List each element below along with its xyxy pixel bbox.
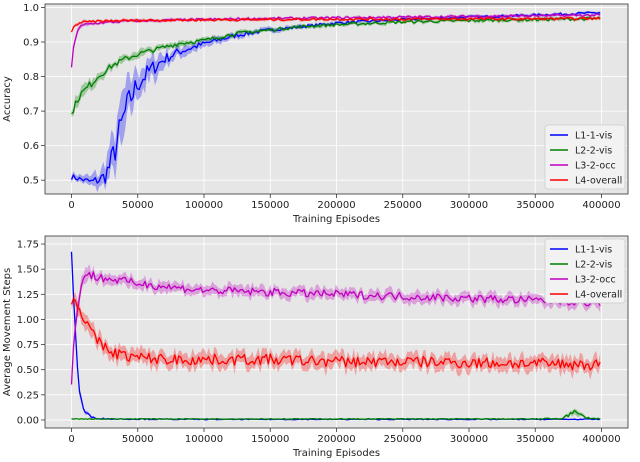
movement-x-tick-label: 50000 xyxy=(122,434,154,445)
band-L2-2-vis xyxy=(71,15,601,117)
movement-y-tick-label: 1.75 xyxy=(17,240,39,251)
accuracy-x-tick-label: 250000 xyxy=(384,200,422,211)
accuracy-chart: 0 50000 100000 150000 200000 250000 300000 3500… xyxy=(0,0,640,234)
legend-label-L1-1-vis: L1-1-vis xyxy=(575,131,612,142)
accuracy-x-tick-label: 350000 xyxy=(516,200,554,211)
movement-legend-box xyxy=(544,238,626,304)
legend-label-L4-overall: L4-overall xyxy=(575,176,622,187)
legend-label-L4-overall: L4-overall xyxy=(575,290,622,301)
accuracy-left-margin xyxy=(0,0,45,234)
line-L3-2-occ xyxy=(70,271,601,385)
movement-x-tick-label: 400000 xyxy=(582,434,620,445)
movement-y-tick-label: 0.25 xyxy=(17,390,39,401)
movement-y-tick-label: 1.25 xyxy=(17,290,39,301)
accuracy-y-tick-label: 0.8 xyxy=(23,72,39,83)
line-L4-overall xyxy=(70,298,601,371)
series-L3-2-occ xyxy=(70,264,601,390)
accuracy-x-axis-label: Training Episodes xyxy=(292,214,380,225)
accuracy-x-tick-label: 0 xyxy=(68,200,74,211)
movement-y-tick-label: 1.50 xyxy=(17,265,39,276)
movement-x-tick-label: 300000 xyxy=(450,434,488,445)
accuracy-legend-box xyxy=(544,124,626,190)
accuracy-y-tick-label: 0.6 xyxy=(23,141,39,152)
movement-y-tick-label: 0.50 xyxy=(17,365,39,376)
series-L2-2-vis xyxy=(71,408,601,421)
legend-label-L2-2-vis: L2-2-vis xyxy=(575,260,612,271)
movement-x-tick-label: 200000 xyxy=(317,434,355,445)
movement-x-tick-label: 150000 xyxy=(251,434,289,445)
accuracy-x-tick-label: 200000 xyxy=(317,200,355,211)
movement-y-tick-label: 1.00 xyxy=(17,315,39,326)
accuracy-x-tick-label: 300000 xyxy=(450,200,488,211)
movement-steps-chart: 0 50000 100000 150000 200000 250000 300000 3500… xyxy=(0,196,640,462)
movement-y-tick-label: 0.00 xyxy=(17,415,39,426)
accuracy-x-tick-label: 150000 xyxy=(251,200,289,211)
movement-legend: L1-1-vis L2-2-vis L3-2-occ L4-overall xyxy=(544,238,626,304)
movement-x-tick-label: 100000 xyxy=(185,434,223,445)
accuracy-legend: L1-1-vis L2-2-vis L3-2-occ L4-overall xyxy=(544,124,626,190)
accuracy-y-tick-label: 0.7 xyxy=(23,107,39,118)
accuracy-right-margin xyxy=(628,0,640,234)
movement-x-tick-label: 350000 xyxy=(516,434,554,445)
movement-y-axis-label: Average Movement Steps xyxy=(2,268,13,396)
movement-x-axis-label: Training Episodes xyxy=(292,448,380,459)
legend-label-L2-2-vis: L2-2-vis xyxy=(575,146,612,157)
legend-label-L3-2-occ: L3-2-occ xyxy=(575,275,616,286)
accuracy-x-tick-label: 100000 xyxy=(185,200,223,211)
movement-x-tick-label: 0 xyxy=(68,434,74,445)
movement-y-tick-label: 0.75 xyxy=(17,340,39,351)
line-L2-2-vis xyxy=(71,409,601,421)
accuracy-x-tick-label: 50000 xyxy=(122,200,154,211)
line-L4-overall xyxy=(70,16,601,33)
accuracy-x-tick-label: 400000 xyxy=(582,200,620,211)
series-L4-overall xyxy=(70,15,601,34)
movement-x-tick-label: 250000 xyxy=(384,434,422,445)
series-L4-overall xyxy=(70,292,601,380)
movement-right-margin xyxy=(628,196,640,462)
legend-label-L1-1-vis: L1-1-vis xyxy=(575,245,612,256)
accuracy-y-tick-label: 0.9 xyxy=(23,38,39,49)
movement-left-margin xyxy=(0,196,45,462)
accuracy-y-axis-label: Accuracy xyxy=(2,76,13,122)
accuracy-y-tick-label: 1.0 xyxy=(23,3,39,14)
accuracy-y-tick-label: 0.5 xyxy=(23,176,39,187)
legend-label-L3-2-occ: L3-2-occ xyxy=(575,161,616,172)
